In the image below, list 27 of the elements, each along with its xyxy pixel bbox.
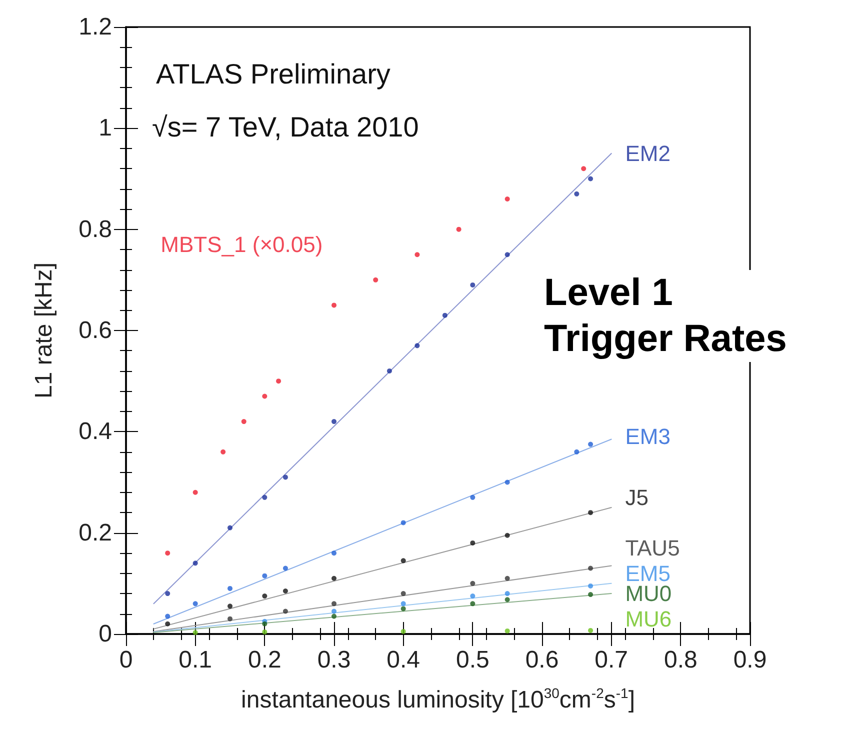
- x-tick-label: 0.4: [386, 646, 420, 674]
- x-tick-label: 0.5: [456, 646, 490, 674]
- x-tick-label: 0.9: [733, 646, 767, 674]
- y-tick-label: 0.6: [78, 317, 112, 344]
- text: Level 1 Trigger Rates: [544, 272, 787, 360]
- annotation: ATLAS Preliminary: [156, 58, 390, 90]
- y-tick-label: 1.2: [78, 14, 112, 40]
- x-tick-label: 0.2: [248, 646, 282, 674]
- series-label: EM3: [625, 424, 670, 450]
- series-label: TAU5: [625, 536, 680, 561]
- x-tick-label: 0.7: [594, 646, 628, 674]
- text: MBTS_1 (×0.05): [160, 232, 323, 258]
- x-tick-label: 0.3: [317, 646, 351, 674]
- y-tick-label: 0.2: [78, 519, 112, 546]
- y-tick-label: 1: [98, 114, 112, 142]
- y-tick-label: 0: [98, 620, 112, 648]
- y-axis-title: L1 rate [kHz]: [30, 262, 58, 399]
- x-tick-label: 0.8: [664, 646, 698, 674]
- y-tick-label: 0.8: [78, 216, 112, 243]
- x-tick-label: 0.6: [525, 646, 559, 674]
- series-label: J5: [625, 484, 648, 510]
- series-label: MU6: [625, 606, 672, 632]
- y-tick-label: 0.4: [78, 418, 112, 446]
- x-tick-label: 0.1: [178, 646, 212, 674]
- x-tick-label: 0: [119, 646, 133, 674]
- annotation: √s= 7 TeV, Data 2010: [152, 112, 419, 142]
- series-label: EM2: [625, 140, 670, 166]
